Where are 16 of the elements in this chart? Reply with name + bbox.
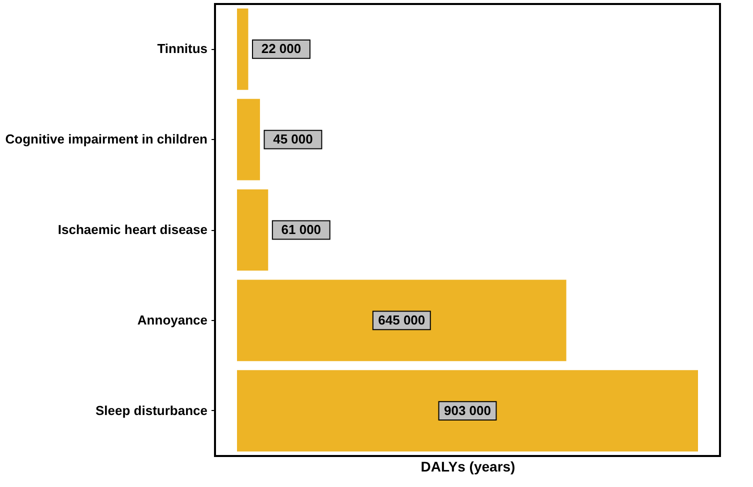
y-tick-label: Tinnitus — [157, 41, 208, 56]
data-label: 645 000 — [378, 312, 426, 328]
y-tick-label: Annoyance — [137, 312, 208, 328]
y-tick-label: Cognitive impairment in children — [5, 132, 208, 147]
data-label: 903 000 — [444, 402, 491, 418]
bar — [237, 280, 566, 362]
data-label: 22 000 — [261, 41, 302, 56]
bar — [237, 98, 260, 180]
bar — [237, 370, 698, 452]
bar — [237, 8, 248, 90]
data-label: 61 000 — [281, 222, 322, 237]
bar — [237, 189, 268, 271]
data-label: 45 000 — [273, 132, 313, 147]
y-tick-label: Sleep disturbance — [96, 402, 208, 418]
y-tick-label: Ischaemic heart disease — [58, 222, 208, 237]
x-axis-title: DALYs (years) — [420, 458, 516, 474]
